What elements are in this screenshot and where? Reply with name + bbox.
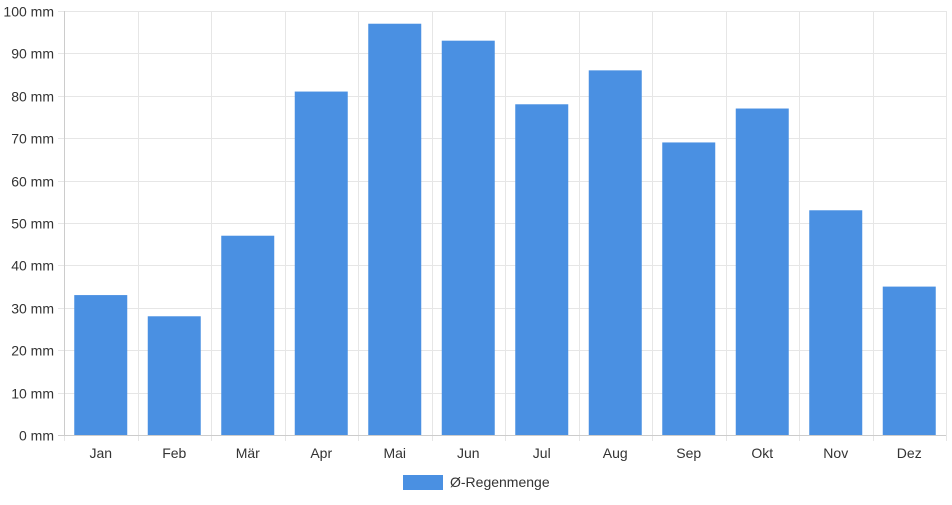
bar[interactable] — [735, 108, 789, 436]
bar[interactable] — [74, 295, 128, 435]
y-tick-label: 100 mm — [3, 4, 54, 20]
bar[interactable] — [588, 70, 642, 436]
x-tick-label: Aug — [603, 445, 628, 461]
legend[interactable]: Ø-Regenmenge — [403, 474, 550, 490]
bar[interactable] — [294, 91, 348, 435]
y-tick-label: 0 mm — [19, 428, 54, 444]
bar[interactable] — [515, 104, 569, 435]
x-tick-label: Jul — [533, 445, 551, 461]
axes — [58, 11, 946, 436]
x-tick-label: Mai — [383, 445, 406, 461]
legend-label: Ø-Regenmenge — [450, 474, 550, 490]
bar[interactable] — [368, 23, 422, 435]
legend-swatch — [403, 475, 443, 490]
y-tick-label: 90 mm — [11, 46, 54, 62]
bar[interactable] — [441, 40, 495, 436]
x-tick-label: Sep — [676, 445, 701, 461]
y-tick-label: 60 mm — [11, 174, 54, 190]
bar[interactable] — [662, 142, 716, 435]
x-tick-label: Apr — [310, 445, 332, 461]
x-tick-label: Feb — [162, 445, 186, 461]
y-tick-label: 10 mm — [11, 386, 54, 402]
bars — [74, 23, 936, 436]
y-tick-label: 40 mm — [11, 258, 54, 274]
x-tick-label: Mär — [236, 445, 260, 461]
x-tick-label: Okt — [751, 445, 773, 461]
bar[interactable] — [809, 210, 863, 435]
bar[interactable] — [882, 286, 936, 435]
x-tick-label: Jan — [89, 445, 112, 461]
y-tick-label: 80 mm — [11, 89, 54, 105]
bar[interactable] — [221, 235, 275, 435]
tick-labels: 0 mm 10 mm 20 mm 30 mm 40 mm 50 mm 60 mm 70 mm 8… — [3, 4, 921, 462]
x-tick-label: Dez — [897, 445, 922, 461]
y-tick-label: 30 mm — [11, 301, 54, 317]
x-tick-label: Nov — [823, 445, 848, 461]
y-tick-label: 70 mm — [11, 131, 54, 147]
x-tick-label: Jun — [457, 445, 480, 461]
y-tick-label: 50 mm — [11, 216, 54, 232]
y-tick-label: 20 mm — [11, 343, 54, 359]
bar[interactable] — [147, 316, 201, 435]
